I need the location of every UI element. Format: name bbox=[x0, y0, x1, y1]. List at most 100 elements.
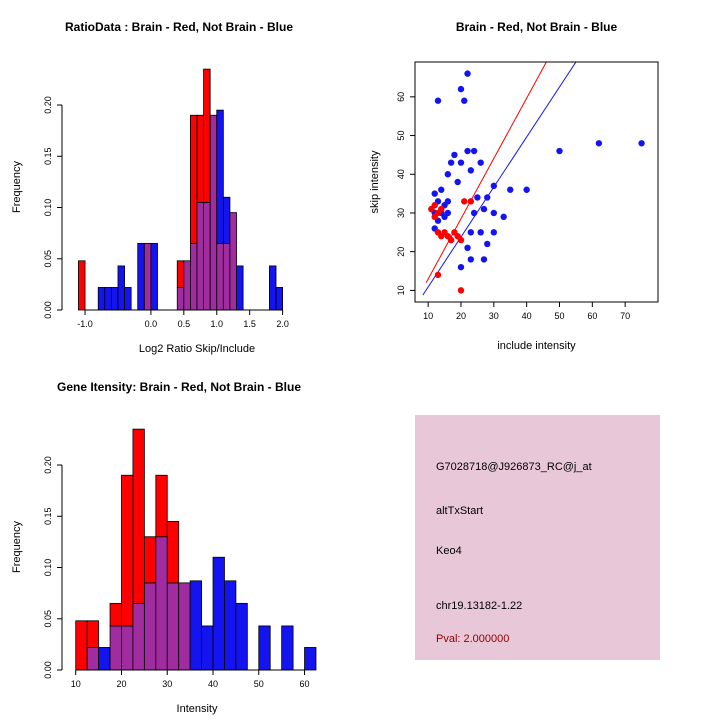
scatter-point-blue bbox=[490, 209, 498, 217]
x-tick-label: 60 bbox=[300, 679, 310, 689]
histogram-bar-red bbox=[109, 602, 122, 627]
red-regression-line bbox=[425, 62, 547, 283]
y-tick-label: 60 bbox=[396, 92, 406, 102]
scatter-point-blue bbox=[507, 186, 514, 193]
histogram-bar-overlap bbox=[178, 582, 191, 671]
y-tick-label: 0.10 bbox=[43, 559, 53, 577]
x-axis-title: Intensity bbox=[177, 703, 218, 715]
scatter-point-blue bbox=[467, 256, 475, 263]
histogram-bar-overlap bbox=[216, 242, 224, 311]
x-tick-label: 20 bbox=[116, 679, 126, 689]
scatter-point-blue bbox=[444, 209, 452, 217]
histogram-bar-overlap bbox=[176, 287, 185, 311]
histogram-bar-overlap bbox=[166, 582, 180, 671]
scatter-point-blue bbox=[457, 159, 465, 166]
histogram-bar-blue bbox=[212, 556, 225, 671]
scatter-point-blue bbox=[490, 229, 498, 236]
histogram-bar-overlap bbox=[229, 212, 237, 311]
probe-id-text: G7028718@J926873_RC@j_at bbox=[436, 461, 592, 473]
histogram-bar-red bbox=[166, 520, 180, 584]
histogram-bar-blue bbox=[150, 242, 158, 311]
scatter-point-blue bbox=[474, 194, 481, 201]
y-tick-label: 0.15 bbox=[43, 507, 53, 525]
histogram-bar-overlap bbox=[183, 260, 191, 311]
histogram-bar-red bbox=[203, 68, 211, 203]
scatter-point-blue bbox=[477, 159, 484, 166]
plot-box bbox=[414, 61, 659, 303]
scatter-point-blue bbox=[638, 140, 645, 147]
histogram-bar-red bbox=[143, 536, 157, 584]
scatter-point-blue bbox=[556, 147, 563, 155]
scatter-point-blue bbox=[438, 186, 445, 193]
x-tick-label: 0.5 bbox=[178, 319, 191, 329]
scatter-point-red bbox=[447, 236, 455, 244]
histogram-bar-blue bbox=[216, 109, 224, 244]
histogram-bar-red bbox=[196, 114, 204, 203]
scatter-point-red bbox=[434, 271, 442, 279]
scatter-point-blue bbox=[431, 190, 438, 197]
y-tick-label: 30 bbox=[396, 208, 406, 218]
gene-name-text: Keo4 bbox=[436, 545, 462, 557]
plot-title: Brain - Red, Not Brain - Blue bbox=[456, 20, 618, 34]
locus-text: chr19.13182-1.22 bbox=[436, 600, 523, 612]
x-tick-label: 10 bbox=[71, 679, 81, 689]
histogram-bar-blue bbox=[189, 580, 202, 671]
scatter-point-blue bbox=[484, 240, 491, 248]
histogram-bar-overlap bbox=[155, 536, 168, 671]
scatter-point-blue bbox=[444, 198, 452, 205]
scatter-point-blue bbox=[434, 97, 442, 104]
scatter-point-blue bbox=[500, 213, 507, 221]
histogram-bar-blue bbox=[124, 287, 132, 311]
histogram-bar-blue bbox=[137, 242, 145, 311]
x-tick-label: 30 bbox=[162, 679, 172, 689]
gene-info-panel: G7028718@J926873_RC@j_at altTxStart Keo4… bbox=[360, 360, 720, 720]
y-tick-label: 20 bbox=[396, 247, 406, 257]
histogram-bar-blue bbox=[235, 602, 248, 671]
scatter-point-blue bbox=[484, 194, 491, 201]
y-axis-title: skip intensity bbox=[369, 150, 381, 213]
histogram-bar-red bbox=[155, 474, 168, 538]
gene-info-box: G7028718@J926873_RC@j_at altTxStart Keo4… bbox=[415, 415, 660, 660]
histogram-bar-red bbox=[176, 260, 185, 288]
scatter-point-blue bbox=[470, 147, 478, 155]
histogram-bar-blue bbox=[104, 287, 112, 311]
histogram-bar-red bbox=[190, 114, 198, 244]
y-tick-label: 0.20 bbox=[43, 456, 53, 474]
scatter-point-blue bbox=[477, 229, 484, 236]
histogram-bar-blue bbox=[98, 647, 111, 671]
y-tick-label: 0.05 bbox=[43, 250, 53, 268]
histogram-bar-blue bbox=[201, 625, 214, 671]
histogram-bar-blue bbox=[117, 265, 125, 311]
ratio-histogram-plot: -1.0 0.0 0.5 1.0 1.5 2.0 0.00 0.05 0.10 0.15 0.20 R… bbox=[11, 20, 293, 355]
scatter-point-blue bbox=[457, 85, 465, 93]
x-tick-label: 40 bbox=[522, 311, 532, 321]
scatter-point-blue bbox=[464, 70, 471, 77]
scatter-point-blue bbox=[470, 209, 478, 217]
x-axis-title: Log2 Ratio Skip/Include bbox=[139, 343, 255, 355]
skip-include-scatter-plot: 10 20 30 40 50 60 70 10 20 30 40 50 60 Brain - Red, N… bbox=[369, 20, 659, 352]
plot-title: RatioData : Brain - Red, Not Brain - Blu… bbox=[65, 20, 293, 34]
plot-title: Gene Itensity: Brain - Red, Not Brain - … bbox=[57, 380, 301, 394]
x-tick-label: 1.5 bbox=[243, 319, 256, 329]
scatter-point-blue bbox=[464, 244, 471, 252]
histogram-bar-blue bbox=[275, 287, 284, 311]
histogram-bar-overlap bbox=[86, 647, 100, 671]
y-tick-label: 0.20 bbox=[43, 96, 53, 114]
x-tick-label: 50 bbox=[554, 311, 564, 321]
x-tick-label: 60 bbox=[587, 311, 597, 321]
y-axis-title: Frequency bbox=[11, 161, 23, 213]
histogram-bar-overlap bbox=[121, 625, 134, 671]
histogram-bar-overlap bbox=[203, 201, 211, 311]
histogram-bar-red bbox=[121, 474, 134, 627]
scatter-point-blue bbox=[467, 167, 475, 174]
x-tick-label: 20 bbox=[456, 311, 466, 321]
gene-intensity-histogram-plot: 10 20 30 40 50 60 0.00 0.05 0.10 0.15 0.20 Gene Ite… bbox=[11, 380, 317, 715]
scatter-point-blue bbox=[444, 171, 452, 178]
x-tick-label: 2.0 bbox=[276, 319, 289, 329]
x-tick-label: 30 bbox=[489, 311, 499, 321]
histogram-bar-blue bbox=[224, 580, 237, 671]
histogram-bar-overlap bbox=[190, 242, 198, 311]
x-tick-label: 1.0 bbox=[210, 319, 223, 329]
scatter-point-red bbox=[467, 198, 475, 205]
x-tick-label: -1.0 bbox=[77, 319, 93, 329]
